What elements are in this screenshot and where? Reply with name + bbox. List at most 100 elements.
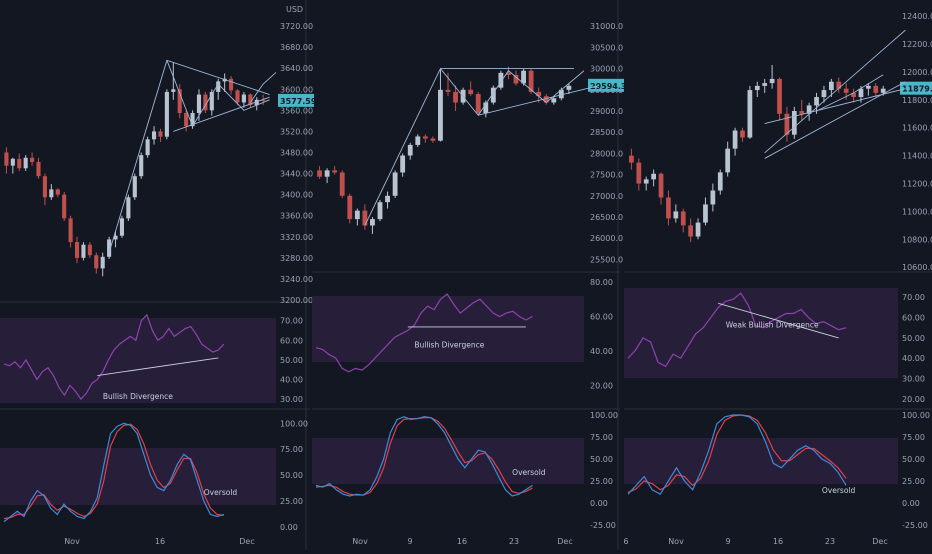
middle-candle-3	[339, 172, 345, 196]
middle-candle-21	[475, 94, 481, 114]
right-x-tick: Nov	[668, 537, 684, 546]
middle-candle-23	[490, 87, 496, 103]
right-candle-20	[777, 78, 782, 114]
middle-rsi-line	[315, 293, 533, 373]
right-price-tick: 11400.0	[902, 152, 932, 161]
left-price-tick: 3360.00	[280, 212, 313, 221]
left-candle-17	[113, 235, 118, 240]
right-candle-13	[725, 148, 731, 173]
left-candle-7	[49, 189, 54, 198]
right-price-tag: 11879.9	[902, 85, 932, 94]
left-price-tick: 3200.00	[280, 296, 313, 305]
middle-candle-29	[536, 91, 542, 97]
right-candle-28	[836, 81, 842, 89]
middle-candle-24	[498, 72, 504, 88]
middle-candle-12	[407, 144, 413, 156]
middle-rsi-tick: 80.00	[590, 278, 613, 287]
middle-price-tick: 28000.0	[590, 149, 623, 158]
left-price-tick: 3280.00	[280, 254, 313, 263]
left-stoch-tick: 0.00	[280, 523, 298, 532]
left-candle-12	[81, 244, 86, 258]
left-price-tick: 3400.00	[280, 191, 313, 200]
left-rsi-tick: 70.00	[280, 317, 303, 326]
middle-divergence-label: Bullish Divergence	[414, 341, 484, 350]
left-rsi-tick: 40.00	[280, 375, 303, 384]
middle-x-tick: 16	[457, 537, 467, 546]
right-candle-32	[866, 85, 871, 89]
middle-candle-1	[324, 170, 330, 177]
right-candle-12	[717, 172, 723, 191]
left-candle-21	[139, 155, 144, 177]
left-stoch-tick: 25.00	[280, 497, 303, 506]
middle-stoch-tick: 50.00	[590, 455, 613, 464]
right-candle-10	[703, 204, 708, 223]
middle-stoch-tick: -25.00	[590, 521, 616, 530]
middle-price-tick: 26500.0	[590, 213, 623, 222]
right-projection-arrow	[816, 74, 884, 112]
right-candle-29	[843, 88, 849, 93]
middle-candle-4	[347, 195, 353, 220]
left-candle-4	[30, 157, 35, 162]
right-rsi-tick: 60.00	[902, 314, 925, 323]
left-price-tick: 3440.00	[280, 170, 313, 179]
right-candle-30	[851, 92, 856, 98]
left-currency: USD	[286, 5, 303, 14]
left-price-tag-bg	[278, 93, 314, 107]
right-rsi-line	[627, 292, 847, 368]
middle-stoch-band	[312, 438, 584, 484]
middle-candle-31	[551, 98, 557, 103]
right-candle-2	[643, 179, 649, 184]
right-price-tick: 11600.0	[902, 124, 932, 133]
left-candle-0	[4, 152, 9, 166]
left-stoch-d-line	[3, 423, 224, 520]
middle-rsi-band	[312, 296, 584, 362]
left-stoch-k-line	[3, 422, 224, 523]
middle-candle-17	[445, 89, 451, 92]
left-stoch-tick: 50.00	[280, 471, 303, 480]
left-divergence-line	[97, 357, 219, 377]
left-candle-26	[171, 89, 176, 92]
left-price-tick: 3520.00	[280, 127, 313, 136]
left-candle-23	[151, 131, 157, 140]
left-triangle-lower	[173, 96, 270, 132]
right-price-tick: 10800.0	[902, 235, 932, 244]
left-candle-31	[203, 94, 208, 111]
middle-candle-6	[362, 210, 368, 226]
middle-candle-10	[392, 172, 398, 196]
middle-candle-28	[528, 70, 534, 92]
right-candle-34	[880, 88, 886, 93]
middle-x-tick: 23	[509, 537, 519, 546]
middle-candle-9	[385, 195, 390, 203]
left-price-tick: 3320.00	[280, 233, 313, 242]
right-x-tick: Dec	[872, 537, 887, 546]
right-stoch-tick: 75.00	[902, 433, 925, 442]
left-candle-20	[132, 176, 137, 198]
right-candle-14	[732, 130, 738, 149]
left-candle-40	[261, 99, 266, 101]
left-rsi-line	[3, 313, 225, 401]
right-price-tag-bg	[900, 81, 932, 95]
left-price-tick: 3560.00	[280, 106, 313, 115]
right-candle-19	[769, 78, 775, 84]
right-rsi-tick: 30.00	[902, 375, 925, 384]
middle-price-tick: 25500.0	[590, 255, 623, 264]
right-candle-15	[740, 130, 745, 138]
right-candle-7	[680, 211, 686, 226]
left-price-tick: 3480.00	[280, 149, 313, 158]
left-rsi-tick: 60.00	[280, 336, 303, 345]
left-divergence-label: Bullish Divergence	[103, 392, 173, 401]
right-rsi-tick: 50.00	[902, 334, 925, 343]
left-candle-38	[248, 94, 253, 106]
left-candle-14	[94, 255, 99, 269]
right-x-tick: 6	[623, 537, 628, 546]
left-candle-2	[17, 158, 22, 169]
right-stoch-band	[624, 438, 898, 484]
right-candle-17	[754, 85, 760, 91]
middle-x-tick: 9	[407, 537, 412, 546]
middle-stoch-tick: 0.00	[590, 499, 608, 508]
right-channel-lower	[764, 81, 906, 159]
right-price-tick: 12400.0	[902, 12, 932, 21]
left-stoch-tick: 75.00	[280, 445, 303, 454]
left-candle-6	[42, 176, 47, 198]
